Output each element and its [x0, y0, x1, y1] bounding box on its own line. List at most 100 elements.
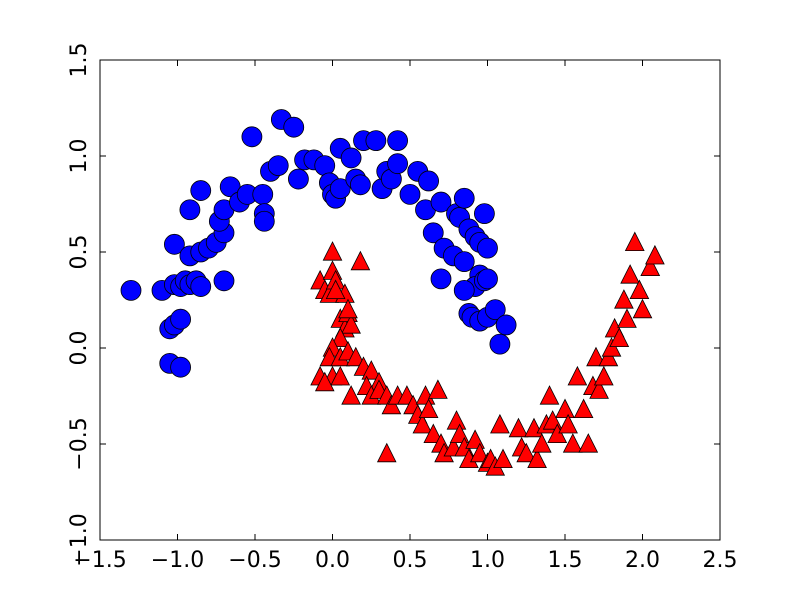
triangle-point — [325, 279, 346, 300]
triangle-point — [527, 448, 547, 469]
circle-point — [453, 187, 475, 209]
circle-point — [267, 155, 289, 177]
triangle-point — [516, 442, 537, 463]
y-tick-label: 1.5 — [67, 43, 92, 78]
triangle-point — [589, 379, 609, 399]
circle-point — [365, 130, 387, 152]
y-axis-tick-labels: −1.0 −0.5 0.0 0.5 1.0 1.5 — [67, 43, 92, 567]
triangle-point — [562, 433, 583, 453]
circle-point — [473, 203, 495, 225]
triangle-point — [593, 365, 614, 386]
triangle-point — [376, 442, 397, 463]
circle-point — [190, 276, 212, 297]
y-tick-label: −1.0 — [67, 513, 92, 566]
circle-point — [453, 251, 475, 273]
tick-marks — [99, 59, 721, 541]
circle-point — [489, 333, 511, 355]
triangle-point — [338, 298, 358, 319]
triangle-point — [573, 398, 594, 419]
triangle-point — [341, 385, 361, 405]
triangle-point — [586, 346, 606, 367]
triangle-point — [645, 244, 665, 265]
triangle-point — [446, 410, 467, 430]
x-tick-label: 1.0 — [470, 548, 505, 573]
data-layer — [120, 109, 665, 476]
y-tick-label: 1.0 — [67, 139, 92, 174]
x-tick-label: 1.5 — [548, 548, 583, 573]
triangle-point — [617, 308, 637, 328]
circle-point — [179, 199, 201, 221]
triangle-point — [614, 289, 634, 309]
circle-point — [399, 183, 421, 205]
triangle-point — [558, 413, 578, 434]
circle-point — [477, 237, 498, 259]
triangle-point — [620, 264, 640, 284]
triangle-point — [508, 417, 529, 438]
triangle-point — [423, 423, 444, 444]
triangle-point — [428, 379, 448, 399]
circle-point — [477, 268, 498, 290]
triangle-point — [598, 346, 619, 367]
circle-point — [241, 126, 263, 148]
x-tick-label: 2.0 — [625, 548, 660, 573]
x-tick-label: −0.5 — [228, 548, 281, 573]
triangle-point — [624, 231, 645, 252]
x-axis-tick-labels: −1.5 −1.0 −0.5 0.0 0.5 1.0 1.5 2.0 2.5 — [73, 548, 737, 573]
circle-point — [170, 308, 192, 330]
circle-point — [219, 176, 241, 198]
circle-point — [314, 155, 336, 177]
circle-point — [170, 356, 192, 378]
circle-point — [387, 153, 409, 175]
circle-point — [283, 116, 305, 138]
circle-point — [287, 168, 309, 190]
triangle-point — [601, 337, 622, 357]
triangle-point — [469, 442, 490, 463]
circle-point — [213, 270, 235, 292]
circle-point — [453, 279, 475, 301]
triangle-point — [539, 385, 560, 405]
circle-point — [495, 314, 517, 336]
triangle-point — [341, 314, 361, 334]
x-tick-label: −1.5 — [73, 548, 126, 573]
triangle-point — [490, 413, 510, 434]
triangle-point — [531, 433, 552, 453]
triangle-point — [640, 256, 661, 277]
series-triangles — [310, 231, 665, 476]
triangle-point — [345, 346, 366, 367]
triangle-point — [330, 327, 351, 348]
triangle-point — [330, 365, 351, 386]
circle-point — [340, 147, 362, 169]
x-tick-label: 2.5 — [703, 548, 738, 573]
triangle-point — [412, 413, 433, 434]
y-tick-label: 0.0 — [67, 331, 92, 366]
triangle-point — [314, 371, 335, 392]
triangle-point — [418, 398, 439, 419]
triangle-point — [632, 298, 653, 319]
circle-point — [430, 268, 452, 290]
circle-point — [349, 174, 371, 196]
triangle-point — [361, 360, 382, 380]
triangle-point — [322, 241, 343, 261]
circle-point — [329, 178, 351, 200]
series-circles — [120, 109, 517, 378]
triangle-point — [555, 398, 575, 419]
circle-point — [484, 299, 506, 321]
circle-point — [418, 170, 440, 192]
circle-point — [430, 191, 452, 213]
triangle-point — [567, 365, 588, 386]
triangle-point — [493, 448, 513, 469]
circle-point — [252, 183, 274, 205]
triangle-point — [547, 423, 568, 444]
triangle-point — [609, 327, 630, 348]
triangle-point — [350, 250, 371, 271]
y-tick-label: 0.5 — [67, 235, 92, 270]
x-tick-label: 0.5 — [393, 548, 428, 573]
x-tick-label: 0.0 — [315, 548, 350, 573]
y-tick-label: −0.5 — [67, 417, 92, 470]
circle-point — [253, 210, 275, 232]
triangle-point — [629, 279, 650, 300]
triangle-point — [578, 433, 599, 453]
triangle-point — [381, 394, 402, 415]
